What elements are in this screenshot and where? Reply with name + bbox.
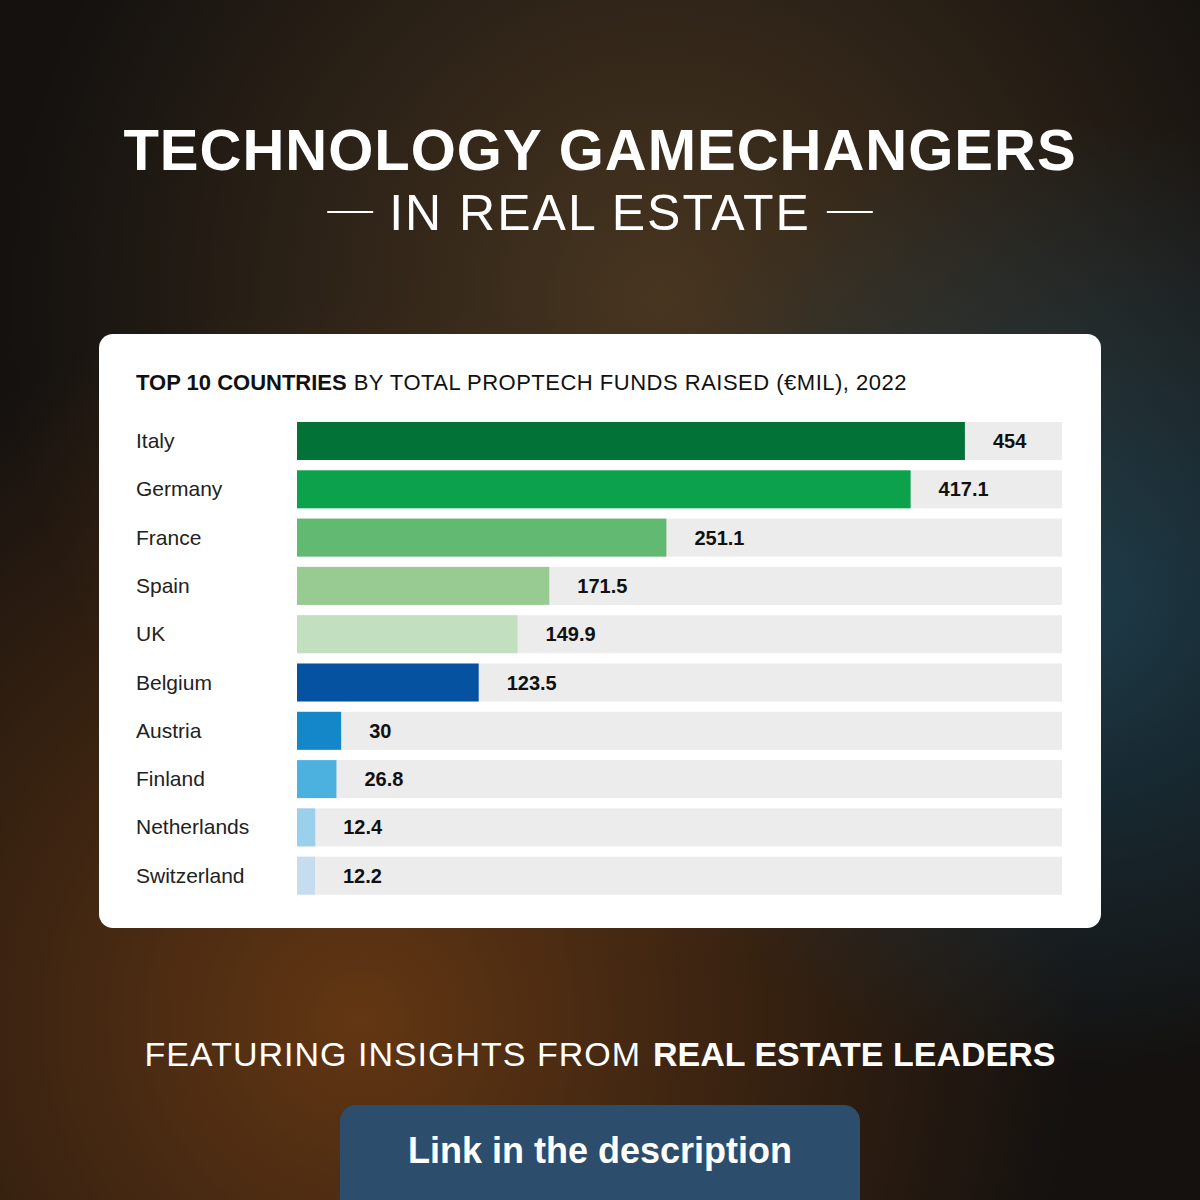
category-label: France [136,526,201,549]
labels: Italy 454 Germany 417.1 France 251.1 Spain 171.… [136,429,1027,887]
bar-track [297,712,1062,750]
background-glow [0,0,1200,1200]
category-label: Austria [136,719,202,742]
bar-track [297,808,1062,846]
background [0,0,1200,1200]
bar [297,519,666,557]
bars [297,422,965,895]
data-label: 26.8 [364,768,403,790]
category-label: Germany [136,477,223,500]
chart-card [99,334,1101,928]
bar [297,422,965,460]
bar [297,664,479,702]
footer-text: FEATURING INSIGHTS FROM REAL ESTATE LEADE… [145,1035,1056,1073]
subtitle-rule [827,211,873,213]
bar [297,808,315,846]
category-label: Switzerland [136,864,245,887]
bar-track [297,519,1062,557]
footer-emphasis: REAL ESTATE LEADERS [653,1035,1055,1073]
link-button[interactable]: Link in the description [340,1105,860,1200]
category-label: Spain [136,574,190,597]
bar-track [297,664,1062,702]
bar-track [297,422,1062,460]
button-background[interactable] [340,1105,860,1200]
category-label: Belgium [136,671,212,694]
subtitle-rule [327,211,373,213]
background-shade [0,0,1200,1200]
bar [297,760,336,798]
data-label: 149.9 [546,623,596,645]
category-label: Finland [136,767,205,790]
data-label: 12.2 [343,865,382,887]
bar [297,470,911,508]
chart-title: TOP 10 COUNTRIESBY TOTAL PROPTECH FUNDS … [136,370,907,395]
category-label: UK [136,622,165,645]
data-label: 454 [993,430,1027,452]
data-label: 171.5 [577,575,627,597]
bar [297,567,549,605]
data-label: 123.5 [507,672,557,694]
bar [297,615,518,653]
category-label: Netherlands [136,815,249,838]
background-glow [0,0,1200,1200]
header-title: TECHNOLOGY GAMECHANGERS [123,117,1076,182]
bar-track [297,857,1062,895]
footer-lead: FEATURING INSIGHTS FROM [145,1035,641,1073]
bar-track [297,760,1062,798]
bar-track [297,567,1062,605]
bar-track [297,615,1062,653]
data-label: 417.1 [939,478,989,500]
bar [297,857,315,895]
data-label: 30 [369,720,391,742]
bar-track [297,470,1062,508]
page: TECHNOLOGY GAMECHANGERSIN REAL ESTATE TOP… [0,0,1200,1200]
data-label: 251.1 [694,527,744,549]
data-label: 12.4 [343,816,383,838]
bar [297,712,341,750]
header-subtitle: IN REAL ESTATE [389,185,811,241]
button-label[interactable]: Link in the description [408,1130,792,1171]
tracks [297,422,1062,895]
category-label: Italy [136,429,175,452]
background-glow [0,0,1200,1200]
